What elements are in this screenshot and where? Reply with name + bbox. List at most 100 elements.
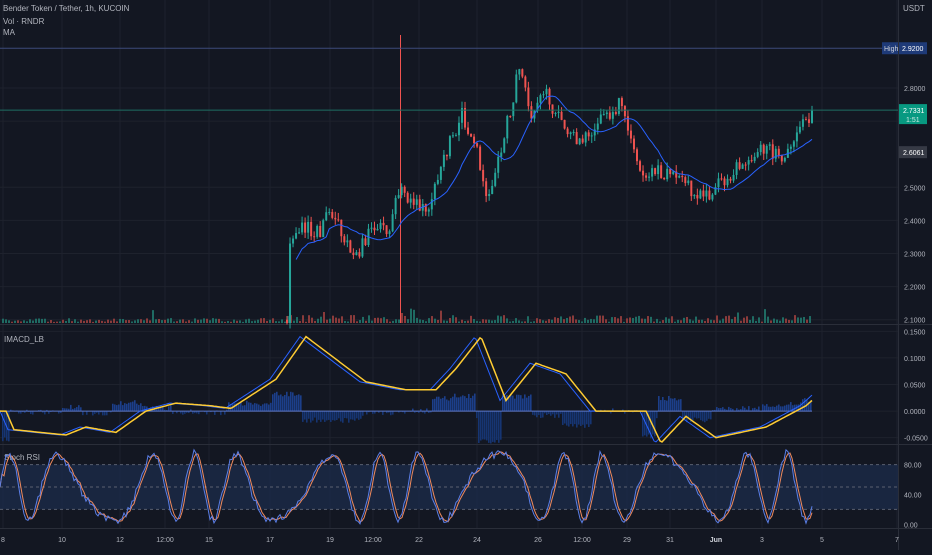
macd-hist-bar — [786, 404, 788, 412]
macd-hist-bar — [254, 403, 256, 412]
macd-hist-bar — [742, 406, 744, 412]
volume-bar — [608, 321, 610, 323]
candle — [527, 87, 530, 107]
candle — [593, 129, 596, 136]
macd-hist-bar — [80, 407, 82, 412]
macd-hist-bar — [708, 411, 710, 419]
candle — [394, 197, 397, 215]
candle — [678, 176, 681, 178]
volume-bar — [335, 317, 337, 323]
candle — [771, 144, 774, 159]
candle — [530, 106, 533, 119]
macd-hist-bar — [422, 411, 424, 413]
volume-bar — [5, 319, 7, 323]
candle — [436, 179, 439, 184]
volume-bar — [572, 315, 574, 323]
macd-hist-bar — [330, 411, 332, 422]
volume-bar — [326, 319, 328, 323]
macd-hist-bar — [722, 407, 724, 412]
volume-bar — [254, 320, 256, 323]
volume-bar — [524, 321, 526, 323]
volume-bar — [731, 319, 733, 323]
macd-hist-bar — [562, 411, 564, 425]
symbol-title[interactable]: Bender Token / Tether, 1h, KUCOIN — [3, 4, 130, 13]
macd-hist-bar — [166, 410, 168, 412]
candle — [494, 172, 497, 186]
volume-bar — [365, 320, 367, 323]
macd-hist-bar — [26, 409, 28, 412]
macd-hist-bar — [486, 411, 488, 441]
macd-hist-bar — [586, 411, 588, 425]
macd-hist-bar — [106, 411, 108, 416]
macd-hist-bar — [322, 411, 324, 420]
candle — [632, 138, 635, 150]
macd-hist-bar — [402, 411, 404, 413]
high-value-label: 2.9200 — [902, 46, 924, 53]
macd-hist-bar — [624, 411, 626, 414]
candle — [705, 190, 708, 197]
macd-hist-bar — [534, 411, 536, 416]
high-value-bg — [899, 42, 927, 55]
time-axis-label: 24 — [473, 537, 481, 544]
macd-hist-bar — [550, 411, 552, 416]
volume-bar — [497, 315, 499, 323]
ma-legend[interactable]: MA — [3, 28, 15, 37]
candle — [596, 123, 599, 130]
time-axis-label: 19 — [326, 537, 334, 544]
macd-hist-bar — [474, 393, 476, 412]
macd-hist-bar — [110, 411, 112, 413]
candle — [415, 199, 418, 205]
macd-hist-bar — [808, 401, 810, 412]
macd-hist-bar — [256, 403, 258, 412]
macd-hist-bar — [332, 411, 334, 421]
candle — [457, 122, 460, 136]
price-tick-label: 2.3000 — [904, 251, 926, 258]
macd-hist-bar — [2, 411, 4, 442]
macd-hist-bar — [680, 399, 682, 412]
volume-bar — [431, 316, 433, 323]
macd-hist-bar — [342, 411, 344, 423]
macd-hist-bar — [770, 406, 772, 412]
macd-hist-bar — [68, 408, 70, 412]
candle — [433, 183, 436, 200]
volume-bar — [125, 320, 127, 323]
volume-legend[interactable]: Vol · RNDR — [3, 17, 45, 26]
macd-hist-bar — [130, 402, 132, 412]
macd-tick-label: 0.1000 — [904, 356, 926, 363]
macd-hist-bar — [440, 398, 442, 412]
macd-hist-bar — [448, 400, 450, 412]
macd-hist-bar — [78, 405, 80, 412]
candle — [708, 190, 711, 200]
macd-hist-bar — [240, 401, 242, 412]
volume-bar — [746, 316, 748, 323]
macd-hist-bar — [4, 411, 6, 438]
volume-bar — [302, 315, 304, 323]
price-tick-label: 2.4000 — [904, 218, 926, 225]
candle — [605, 112, 608, 115]
macd-hist-bar — [660, 400, 662, 412]
candle — [765, 145, 768, 154]
volume-bar — [392, 320, 394, 323]
macd-hist-bar — [574, 411, 576, 425]
macd-hist-bar — [356, 411, 358, 419]
volume-bar — [698, 319, 700, 323]
volume-bar — [653, 321, 655, 323]
macd-hist-bar — [344, 411, 346, 419]
macd-hist-bar — [468, 393, 470, 412]
macd-hist-bar — [266, 403, 268, 412]
macd-hist-bar — [772, 406, 774, 412]
volume-bar — [722, 318, 724, 323]
macd-hist-bar — [412, 408, 414, 412]
macd-hist-bar — [144, 405, 146, 412]
time-axis-label: 3 — [760, 537, 764, 544]
macd-hist-bar — [456, 397, 458, 412]
macd-hist-bar — [690, 411, 692, 422]
volume-bar — [542, 320, 544, 323]
macd-hist-bar — [576, 411, 578, 428]
volume-bar — [650, 316, 652, 323]
macd-hist-bar — [732, 408, 734, 412]
macd-hist-bar — [516, 394, 518, 412]
volume-bar — [362, 316, 364, 323]
